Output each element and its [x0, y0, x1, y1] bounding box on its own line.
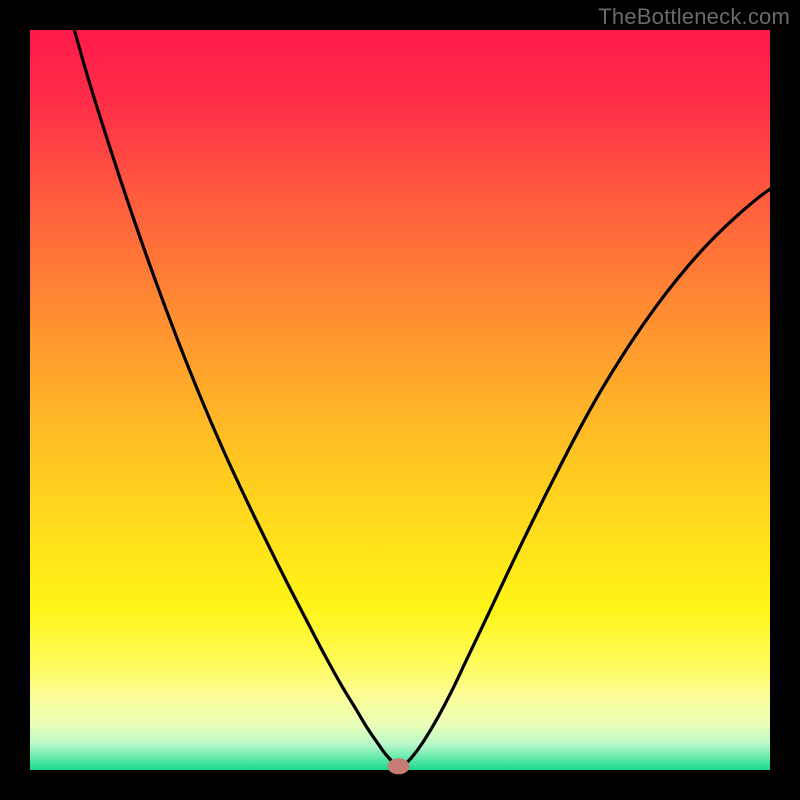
- chart-container: TheBottleneck.com: [0, 0, 800, 800]
- watermark-label: TheBottleneck.com: [598, 4, 790, 30]
- optimum-marker: [388, 758, 410, 774]
- gradient-background: [30, 30, 770, 770]
- bottleneck-chart: [0, 0, 800, 800]
